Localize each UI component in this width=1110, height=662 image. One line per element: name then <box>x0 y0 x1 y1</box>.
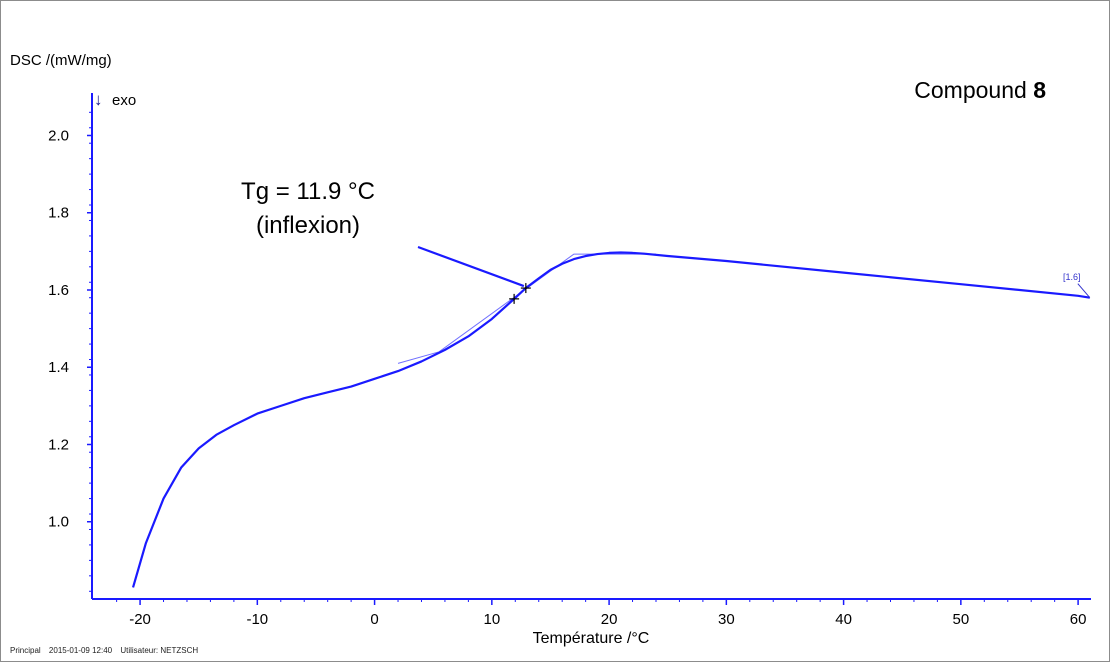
axes-group <box>91 93 1091 600</box>
annotation-pointer <box>417 245 525 288</box>
exo-label: exo <box>112 92 136 109</box>
x-tick-label: -10 <box>246 611 268 628</box>
y-tick-label: 1.6 <box>48 282 69 299</box>
markers-group <box>509 283 531 304</box>
footer: Principal 2015-01-09 12:40 Utilisateur: … <box>10 646 198 655</box>
tangent-line <box>397 253 656 364</box>
x-axis-label: Température /°C <box>533 630 650 647</box>
series-group <box>131 251 1091 588</box>
footer-principal: Principal <box>10 646 41 655</box>
annotation-line2: (inflexion) <box>256 212 360 239</box>
chart-title-text: Compound <box>914 77 1027 103</box>
annotation-group: Tg = 11.9 °C (inflexion) <box>241 178 525 288</box>
x-tick-label: 20 <box>601 611 618 628</box>
exo-arrow-icon: ↓ <box>94 90 103 109</box>
end-label: [1.6] <box>1063 272 1081 282</box>
x-tick-label: 40 <box>835 611 852 628</box>
x-ticks-group: -20 -10 0 10 20 30 40 50 60 <box>116 599 1087 628</box>
y-tick-label: 1.4 <box>48 359 69 376</box>
end-label-leader <box>1077 283 1091 299</box>
chart-title-bold: 8 <box>1033 77 1046 103</box>
x-tick-label: 50 <box>953 611 970 628</box>
y-tick-label: 1.0 <box>48 514 69 531</box>
x-tick-label: 10 <box>483 611 500 628</box>
x-tick-label: 30 <box>718 611 735 628</box>
footer-datetime: 2015-01-09 12:40 <box>49 646 113 655</box>
x-tick-label: -20 <box>129 611 151 628</box>
annotation-line1: Tg = 11.9 °C <box>241 178 375 205</box>
y-tick-label: 1.8 <box>48 205 69 222</box>
y-axis-label: DSC /(mW/mg) <box>10 52 112 69</box>
chart-title: Compound 8 <box>914 77 1046 103</box>
x-tick-label: 60 <box>1070 611 1087 628</box>
footer-user: Utilisateur: NETZSCH <box>120 646 198 655</box>
dsc-series-line <box>131 251 1091 588</box>
y-ticks-group: 1.0 1.2 1.4 1.6 1.8 2.0 <box>48 111 92 592</box>
x-tick-label: 0 <box>370 611 378 628</box>
y-tick-label: 1.2 <box>48 436 69 453</box>
y-tick-label: 2.0 <box>48 127 69 144</box>
